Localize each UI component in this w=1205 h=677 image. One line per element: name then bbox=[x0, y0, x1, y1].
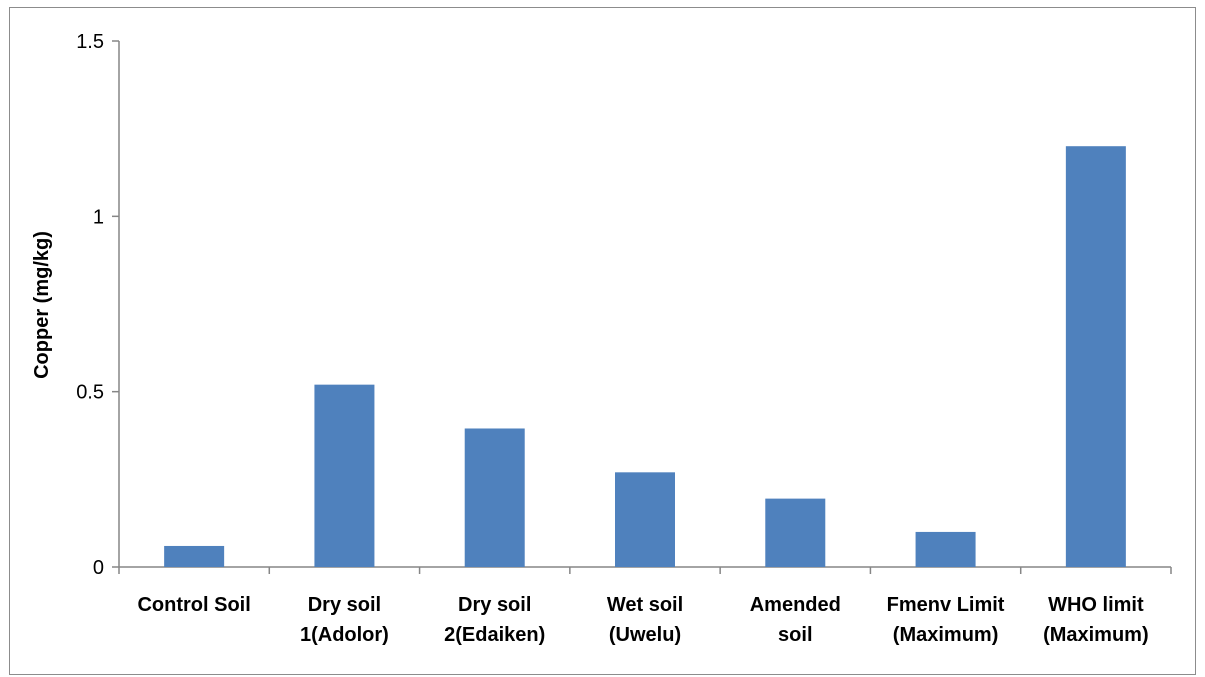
x-category-label-line: Fmenv Limit bbox=[887, 594, 1005, 616]
bar bbox=[164, 545, 225, 567]
x-category-label: Fmenv Limit (Maximum) bbox=[887, 594, 1005, 646]
bar bbox=[314, 384, 375, 567]
x-category-label-line: Dry soil bbox=[308, 594, 381, 616]
x-category-label: Dry soil 2(Edaiken) bbox=[444, 594, 545, 646]
bar bbox=[615, 472, 675, 567]
x-category-label: Wet soil (Uwelu) bbox=[607, 594, 683, 646]
x-category-label: Control Soil bbox=[137, 594, 250, 616]
x-category-label-line: Dry soil bbox=[458, 594, 531, 616]
y-tick-label: 1.5 bbox=[76, 31, 104, 53]
bar bbox=[1065, 146, 1126, 567]
bar bbox=[765, 498, 826, 567]
y-tick-label: 0 bbox=[93, 557, 104, 579]
x-category-label-line: (Maximum) bbox=[893, 624, 999, 646]
x-category-label-line: WHO limit bbox=[1048, 594, 1144, 616]
x-category-label-line: 1(Adolor) bbox=[300, 624, 389, 646]
x-category-label-line: 2(Edaiken) bbox=[444, 624, 545, 646]
x-category-label-line: Amended bbox=[750, 594, 841, 616]
x-category-label: Dry soil 1(Adolor) bbox=[300, 594, 389, 646]
x-category-label-line: (Uwelu) bbox=[609, 624, 681, 646]
y-tick-label: 1 bbox=[93, 206, 104, 228]
x-category-label-line: Wet soil bbox=[607, 594, 683, 616]
bar bbox=[915, 531, 976, 567]
y-tick-label: 0.5 bbox=[76, 382, 104, 404]
y-axis-title: Copper (mg/kg) bbox=[31, 231, 53, 379]
x-category-label-line: (Maximum) bbox=[1043, 624, 1149, 646]
x-category-label-line: Control Soil bbox=[137, 594, 250, 616]
chart-frame bbox=[9, 7, 1196, 675]
x-category-label: Amended soil bbox=[750, 594, 841, 646]
x-category-label: WHO limit (Maximum) bbox=[1043, 594, 1149, 646]
bar bbox=[464, 428, 525, 567]
x-category-label-line: soil bbox=[778, 624, 812, 646]
